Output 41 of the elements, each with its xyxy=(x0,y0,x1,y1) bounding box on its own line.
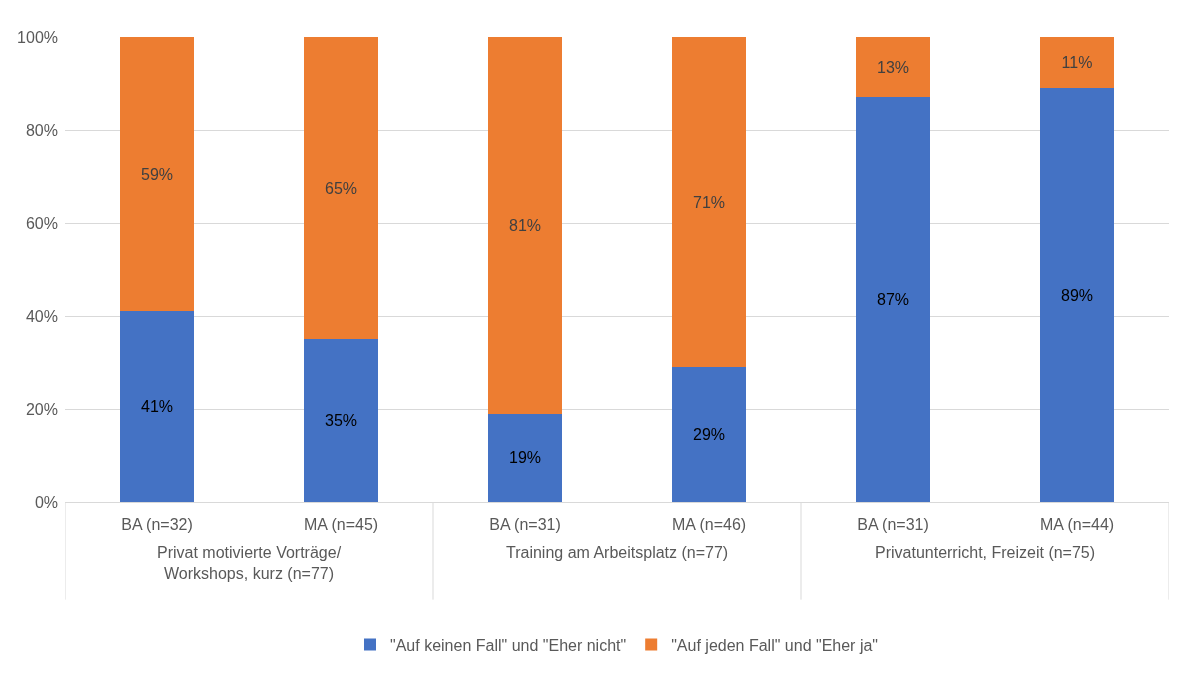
data-label: 11% xyxy=(1061,54,1093,72)
text: Training am Arbeitsplatz (n=77) xyxy=(506,544,729,561)
x-tick-label: MA (n=45) xyxy=(303,516,379,534)
bar xyxy=(1040,88,1114,502)
data-label: 65% xyxy=(324,179,358,197)
text: Privatunterricht, Freizeit (n=75) xyxy=(875,544,1096,561)
legend-label: "Auf jeden Fall" und "Eher ja" xyxy=(671,636,879,654)
text: Privat motivierte Vorträge/ Workshops, kurz (n=77) xyxy=(157,544,342,582)
bar xyxy=(856,97,930,502)
bar xyxy=(120,37,194,312)
bar xyxy=(488,37,562,414)
bar xyxy=(672,37,746,368)
y-tick-label: 80% xyxy=(25,121,58,139)
x-tick-label: BA (n=32) xyxy=(121,516,193,534)
data-label: 19% xyxy=(508,449,542,467)
y-tick-label: 40% xyxy=(25,307,58,325)
data-label: 81% xyxy=(508,216,542,234)
bar xyxy=(1040,37,1114,89)
x-tick-label: MA (n=44) xyxy=(1039,516,1115,534)
data-label: 71% xyxy=(692,193,726,211)
data-label: 41% xyxy=(140,398,174,416)
data-label: 35% xyxy=(324,412,358,430)
x-tick-label: MA (n=46) xyxy=(671,516,747,534)
x-tick-label: BA (n=31) xyxy=(857,516,929,534)
bar xyxy=(304,37,378,340)
legend-label: "Auf keinen Fall" und "Eher nicht" xyxy=(390,636,627,654)
bar xyxy=(120,311,194,502)
data-label: 29% xyxy=(692,426,726,444)
data-label: 89% xyxy=(1060,286,1094,304)
data-label: 59% xyxy=(140,165,174,183)
bar xyxy=(672,367,746,502)
y-tick-label: 60% xyxy=(25,214,58,232)
y-tick-label: 20% xyxy=(25,400,58,418)
bar xyxy=(856,37,930,98)
bar xyxy=(304,339,378,502)
y-tick-label: 100% xyxy=(17,28,58,46)
x-tick-label: BA (n=31) xyxy=(489,516,561,534)
bar xyxy=(488,413,562,502)
data-label: 13% xyxy=(876,58,910,76)
data-label: 87% xyxy=(876,291,910,309)
y-tick-label: 0% xyxy=(34,493,58,511)
